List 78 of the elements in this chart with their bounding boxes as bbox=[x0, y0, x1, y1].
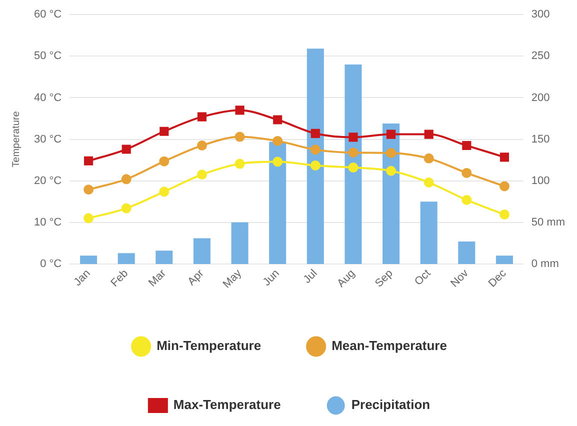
bar bbox=[420, 202, 438, 264]
x-tick-label: Feb bbox=[108, 267, 131, 290]
bar bbox=[458, 242, 476, 264]
point bbox=[160, 126, 169, 136]
x-tick-label: May bbox=[220, 267, 244, 291]
point bbox=[159, 156, 170, 166]
point bbox=[462, 194, 472, 205]
legend-label: Mean-Temperature bbox=[332, 338, 447, 354]
point bbox=[273, 115, 282, 124]
y-axis-title: Temperature bbox=[10, 110, 22, 168]
y2-tick-label: 150 bbox=[531, 133, 550, 146]
point bbox=[84, 213, 94, 224]
point bbox=[196, 170, 207, 180]
y2-tick-label: 0 mm bbox=[531, 258, 559, 270]
point bbox=[499, 181, 510, 192]
y-tick-label: 20 °C bbox=[34, 174, 62, 187]
y-tick-label: 60 °C bbox=[34, 8, 62, 21]
bar bbox=[193, 238, 210, 264]
x-tick-label: Sep bbox=[372, 267, 396, 290]
x-tick-label: Jun bbox=[260, 267, 282, 288]
point bbox=[121, 174, 132, 184]
point bbox=[310, 144, 320, 155]
y-tick-label: 30 °C bbox=[34, 133, 62, 146]
point bbox=[462, 140, 472, 150]
y2-tick-label: 300 bbox=[531, 8, 550, 21]
point bbox=[386, 148, 396, 158]
point bbox=[272, 156, 283, 167]
x-tick-label: Oct bbox=[412, 267, 434, 288]
x-tick-label: Jul bbox=[301, 267, 320, 286]
y-tick-label: 10 °C bbox=[34, 216, 62, 228]
point bbox=[500, 152, 510, 162]
y-tick-label: 0 °C bbox=[40, 258, 62, 270]
x-tick-label: Jan bbox=[72, 267, 93, 288]
x-tick-label: Apr bbox=[186, 267, 206, 288]
y-tick-label: 50 °C bbox=[34, 50, 62, 62]
point bbox=[84, 156, 94, 166]
point bbox=[424, 130, 434, 139]
point bbox=[310, 128, 320, 138]
y2-tick-label: 100 bbox=[531, 174, 550, 187]
bar bbox=[269, 142, 286, 264]
point bbox=[197, 112, 207, 122]
bar bbox=[118, 253, 135, 264]
point bbox=[348, 148, 358, 158]
bar bbox=[156, 250, 173, 264]
point bbox=[386, 166, 396, 176]
point bbox=[159, 186, 170, 197]
y-tick-label: 40 °C bbox=[34, 92, 62, 104]
x-tick-label: Mar bbox=[146, 267, 169, 290]
point bbox=[424, 153, 434, 164]
point bbox=[499, 210, 510, 220]
point bbox=[462, 168, 472, 178]
legend-label: Min-Temperature bbox=[156, 338, 262, 354]
point bbox=[272, 136, 283, 146]
x-tick-label: Nov bbox=[448, 267, 472, 290]
point bbox=[196, 140, 207, 151]
point bbox=[386, 130, 396, 139]
point bbox=[235, 106, 244, 115]
legend-label: Precipitation bbox=[351, 397, 430, 412]
point bbox=[348, 162, 358, 173]
y2-tick-label: 50 mm bbox=[531, 216, 566, 228]
bar bbox=[306, 48, 324, 264]
y2-tick-label: 250 bbox=[531, 50, 550, 62]
point bbox=[310, 160, 320, 170]
x-tick-label: Aug bbox=[335, 267, 358, 290]
x-tick-label: Dec bbox=[486, 267, 510, 290]
point bbox=[84, 184, 94, 195]
point bbox=[348, 132, 358, 142]
bar bbox=[496, 256, 513, 264]
point bbox=[234, 132, 245, 142]
bar bbox=[80, 256, 98, 264]
point bbox=[121, 203, 132, 214]
point bbox=[234, 158, 245, 169]
bar bbox=[344, 64, 362, 264]
bar bbox=[231, 222, 248, 264]
y2-tick-label: 200 bbox=[531, 92, 550, 104]
point bbox=[122, 144, 131, 154]
point bbox=[424, 178, 434, 188]
legend-label: Max-Temperature bbox=[173, 397, 281, 412]
